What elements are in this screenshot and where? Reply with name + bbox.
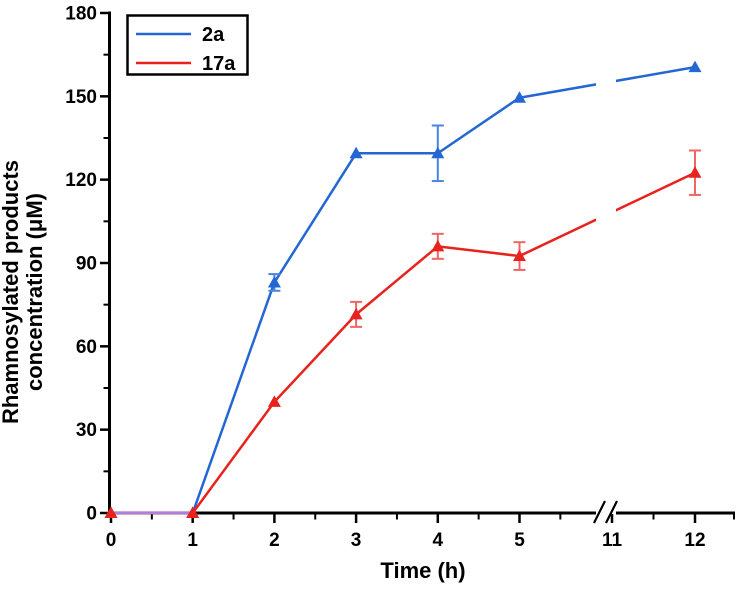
y-tick-label: 150 [65, 87, 97, 108]
x-tick-label: 4 [433, 530, 444, 551]
data-marker-17a [267, 395, 281, 407]
data-marker-17a [104, 506, 118, 518]
y-axis-title-line2: concentration (μM) [22, 193, 47, 391]
data-marker-17a [186, 506, 200, 518]
data-marker-2a [513, 91, 526, 103]
axis-break-gap [596, 40, 616, 500]
y-tick-label: 0 [86, 504, 97, 525]
x-tick-label: 5 [514, 530, 525, 551]
x-tick-label: 1 [187, 530, 198, 551]
data-marker-17a [349, 307, 363, 320]
y-tick-label: 120 [65, 170, 97, 191]
legend-box [126, 14, 249, 76]
x-tick-label: 0 [106, 530, 117, 551]
y-tick-label: 60 [76, 337, 97, 358]
data-marker-2a [267, 275, 281, 288]
x-axis-title: Time (h) [380, 558, 465, 583]
x-tick-label: 2 [269, 530, 280, 551]
axis-break-icon [593, 500, 606, 524]
axis-break-icon [605, 500, 618, 524]
legend: 2a 17a [126, 14, 249, 76]
data-marker-2a [349, 146, 363, 159]
y-tick-label: 90 [76, 254, 97, 275]
data-marker-17a [431, 239, 445, 252]
data-marker-2a [688, 60, 702, 73]
data-marker-17a [513, 249, 526, 262]
x-tick-label: 12 [684, 530, 705, 551]
data-marker-2a [431, 146, 445, 159]
legend-label-2a: 2a [202, 24, 225, 46]
y-tick-label: 180 [65, 4, 97, 25]
y-axis-title-line1: Rhamnosylated products [0, 160, 23, 424]
data-marker-17a [688, 166, 702, 178]
legend-label-17a: 17a [202, 53, 236, 75]
x-tick-label: 11 [602, 530, 623, 551]
x-tick-label: 3 [351, 530, 362, 551]
y-tick-label: 30 [76, 420, 97, 441]
